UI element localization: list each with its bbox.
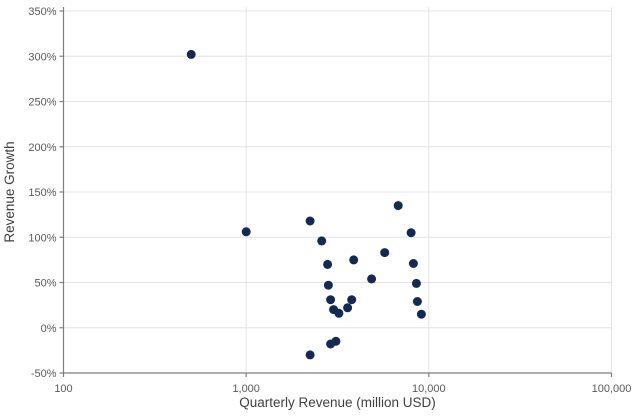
y-tick-label: 100%: [28, 232, 56, 244]
axes: [59, 7, 613, 377]
data-point: [393, 201, 403, 211]
x-tick-label: 10,000: [412, 383, 446, 395]
y-tick-label: 350%: [28, 6, 56, 18]
x-tick-label: 100: [54, 383, 72, 395]
x-axis-title: Quarterly Revenue (million USD): [239, 395, 436, 410]
data-point: [334, 308, 344, 318]
data-point: [406, 228, 416, 238]
data-point: [380, 248, 390, 258]
data-point: [305, 350, 315, 360]
data-point: [347, 295, 357, 305]
data-point: [241, 227, 251, 237]
data-point: [323, 259, 333, 269]
data-point: [349, 255, 359, 265]
data-point: [408, 259, 418, 268]
data-point: [343, 303, 353, 313]
y-tick-label: 50%: [34, 278, 56, 290]
data-point: [323, 280, 333, 290]
data-point: [326, 295, 336, 305]
data-point: [186, 49, 196, 59]
data-point: [416, 309, 426, 319]
y-tick-label: -50%: [31, 368, 57, 380]
data-point: [305, 216, 315, 226]
data-point: [411, 278, 421, 288]
y-tick-label: 200%: [28, 142, 56, 154]
data-point: [317, 236, 327, 246]
y-tick-label: 250%: [28, 97, 56, 109]
data-point: [412, 297, 422, 306]
data-point: [331, 336, 341, 346]
y-tick-label: 150%: [28, 187, 56, 199]
y-tick-label: 0%: [41, 323, 57, 335]
x-tick-label: 1,000: [232, 383, 260, 395]
y-axis-title: Revenue Growth: [2, 141, 17, 242]
data-point: [367, 274, 377, 284]
y-tick-label: 300%: [28, 51, 56, 63]
gridlines: [63, 7, 612, 373]
data-points: [186, 49, 426, 360]
tick-labels: 350% 300% 250% 200% 150% 100% 50% 0% -50% 100 1,00…: [28, 6, 631, 395]
x-tick-label: 100,000: [592, 383, 632, 395]
